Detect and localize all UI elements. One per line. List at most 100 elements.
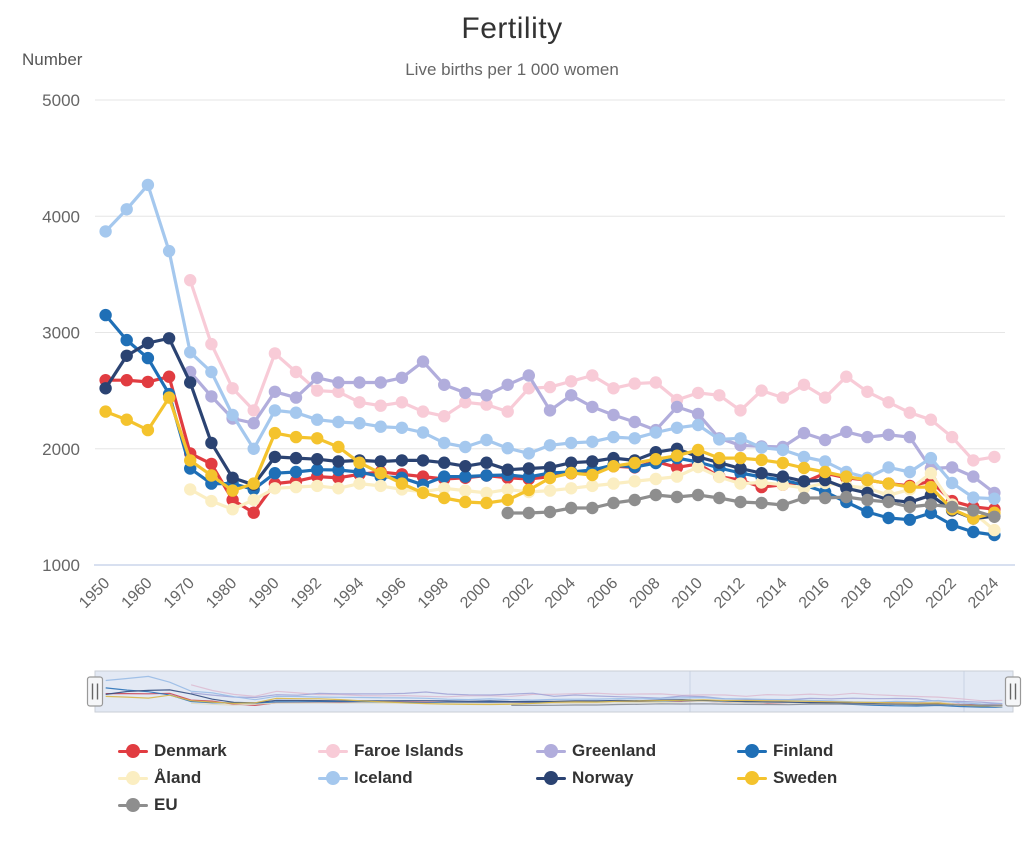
data-point[interactable]	[247, 506, 260, 519]
data-point[interactable]	[818, 491, 832, 505]
data-point[interactable]	[988, 523, 1001, 537]
data-point[interactable]	[565, 389, 578, 402]
data-point[interactable]	[628, 475, 641, 488]
data-point[interactable]	[649, 488, 662, 502]
data-point[interactable]	[184, 376, 197, 389]
data-point[interactable]	[184, 454, 197, 467]
data-point[interactable]	[670, 400, 684, 414]
data-point[interactable]	[755, 453, 768, 467]
data-point[interactable]	[353, 396, 366, 409]
data-point[interactable]	[628, 377, 641, 390]
data-point[interactable]	[247, 417, 260, 430]
data-point[interactable]	[967, 470, 980, 483]
data-point[interactable]	[882, 461, 895, 474]
data-point[interactable]	[374, 376, 387, 389]
data-point[interactable]	[903, 430, 916, 444]
data-point[interactable]	[459, 484, 472, 497]
data-point[interactable]	[776, 498, 789, 512]
data-point[interactable]	[501, 463, 514, 476]
data-point[interactable]	[332, 482, 345, 495]
data-point[interactable]	[289, 430, 303, 444]
data-point[interactable]	[903, 500, 916, 514]
data-point[interactable]	[226, 382, 239, 395]
data-point[interactable]	[776, 443, 789, 457]
data-point[interactable]	[480, 433, 493, 447]
data-point[interactable]	[120, 349, 133, 362]
data-point[interactable]	[924, 413, 938, 426]
data-point[interactable]	[332, 415, 345, 429]
data-point[interactable]	[311, 371, 324, 384]
data-point[interactable]	[713, 451, 726, 465]
data-point[interactable]	[565, 456, 578, 469]
data-point[interactable]	[289, 391, 303, 404]
data-point[interactable]	[565, 375, 578, 388]
data-point[interactable]	[818, 391, 832, 404]
data-point[interactable]	[162, 391, 176, 404]
data-point[interactable]	[818, 433, 832, 447]
data-point[interactable]	[395, 477, 409, 490]
data-point[interactable]	[840, 490, 853, 504]
data-point[interactable]	[353, 376, 366, 389]
data-point[interactable]	[734, 495, 747, 509]
data-point[interactable]	[395, 454, 409, 467]
data-point[interactable]	[967, 491, 980, 504]
data-point[interactable]	[247, 477, 260, 490]
data-point[interactable]	[924, 467, 938, 480]
data-point[interactable]	[924, 451, 938, 465]
data-point[interactable]	[543, 484, 557, 497]
data-point[interactable]	[459, 460, 472, 473]
data-point[interactable]	[141, 351, 155, 365]
data-point[interactable]	[543, 505, 557, 519]
data-point[interactable]	[311, 453, 324, 466]
data-point[interactable]	[226, 484, 239, 497]
data-point[interactable]	[332, 463, 345, 477]
data-point[interactable]	[268, 482, 282, 495]
data-point[interactable]	[755, 467, 768, 480]
data-point[interactable]	[438, 378, 451, 391]
data-point[interactable]	[438, 491, 451, 505]
data-point[interactable]	[649, 472, 662, 486]
data-point[interactable]	[607, 460, 620, 473]
data-point[interactable]	[945, 500, 959, 514]
data-point[interactable]	[586, 468, 599, 482]
data-point[interactable]	[438, 470, 451, 483]
data-point[interactable]	[501, 442, 514, 455]
data-point[interactable]	[374, 467, 387, 480]
data-point[interactable]	[141, 336, 155, 350]
data-point[interactable]	[797, 475, 811, 488]
data-point[interactable]	[670, 470, 684, 483]
data-point[interactable]	[162, 244, 176, 258]
data-point[interactable]	[713, 491, 726, 505]
data-point[interactable]	[184, 483, 197, 496]
data-point[interactable]	[840, 370, 853, 383]
data-point[interactable]	[268, 467, 282, 480]
data-point[interactable]	[543, 404, 557, 417]
data-point[interactable]	[311, 463, 324, 476]
legend-item-iceland[interactable]: Iceland	[318, 767, 536, 789]
data-point[interactable]	[586, 400, 599, 414]
data-point[interactable]	[607, 408, 620, 422]
data-point[interactable]	[289, 465, 303, 479]
data-point[interactable]	[565, 501, 578, 515]
data-point[interactable]	[247, 404, 260, 417]
data-point[interactable]	[522, 462, 535, 475]
data-point[interactable]	[861, 473, 874, 487]
data-point[interactable]	[162, 370, 176, 383]
data-point[interactable]	[543, 380, 557, 394]
data-point[interactable]	[649, 376, 662, 389]
data-point[interactable]	[268, 450, 282, 464]
data-point[interactable]	[459, 470, 472, 483]
data-point[interactable]	[416, 454, 430, 467]
data-point[interactable]	[438, 436, 451, 450]
data-point[interactable]	[691, 386, 705, 400]
data-point[interactable]	[818, 465, 832, 479]
data-point[interactable]	[797, 461, 811, 475]
data-point[interactable]	[565, 436, 578, 450]
data-point[interactable]	[205, 337, 218, 351]
data-point[interactable]	[205, 436, 218, 450]
data-point[interactable]	[438, 410, 451, 423]
data-point[interactable]	[205, 494, 218, 508]
legend-item-eu[interactable]: EU	[118, 794, 318, 816]
data-point[interactable]	[522, 369, 535, 382]
data-point[interactable]	[776, 456, 789, 470]
